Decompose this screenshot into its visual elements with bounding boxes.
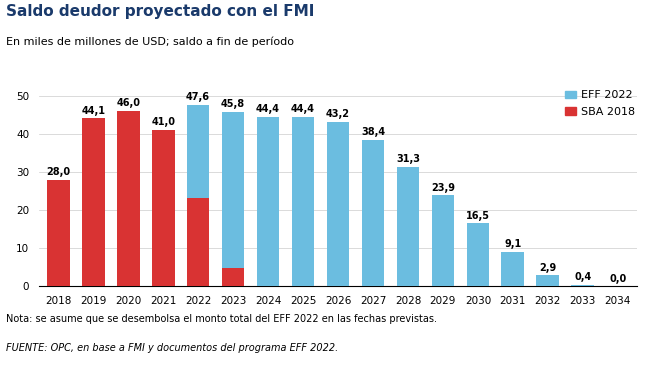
- Text: 28,0: 28,0: [46, 167, 70, 177]
- Text: 43,2: 43,2: [326, 109, 350, 119]
- Text: 16,5: 16,5: [466, 211, 490, 221]
- Bar: [432, 195, 454, 286]
- Bar: [82, 118, 105, 286]
- Bar: [47, 179, 70, 286]
- Text: 9,1: 9,1: [504, 239, 521, 249]
- Bar: [187, 105, 209, 198]
- Text: 44,4: 44,4: [256, 104, 280, 115]
- Text: 31,3: 31,3: [396, 154, 420, 164]
- Bar: [222, 112, 244, 268]
- Text: 41,0: 41,0: [151, 117, 175, 127]
- Text: FUENTE: OPC, en base a FMI y documentos del programa EFF 2022.: FUENTE: OPC, en base a FMI y documentos …: [6, 343, 339, 353]
- Bar: [536, 275, 559, 286]
- Text: 44,1: 44,1: [81, 106, 105, 116]
- Text: 0,0: 0,0: [609, 273, 627, 284]
- Bar: [502, 252, 524, 286]
- Text: 46,0: 46,0: [116, 98, 140, 108]
- Legend: EFF 2022, SBA 2018: EFF 2022, SBA 2018: [565, 90, 635, 117]
- Text: 44,4: 44,4: [291, 104, 315, 115]
- Bar: [222, 268, 244, 286]
- Bar: [292, 117, 315, 286]
- Bar: [117, 111, 140, 286]
- Text: 0,4: 0,4: [574, 272, 592, 282]
- Text: 2,9: 2,9: [540, 262, 556, 273]
- Bar: [396, 167, 419, 286]
- Bar: [152, 130, 174, 286]
- Text: 45,8: 45,8: [221, 99, 245, 109]
- Bar: [361, 140, 384, 286]
- Text: Nota: se asume que se desembolsa el monto total del EFF 2022 en las fechas previ: Nota: se asume que se desembolsa el mont…: [6, 314, 437, 324]
- Bar: [467, 224, 489, 286]
- Bar: [571, 285, 594, 286]
- Text: 23,9: 23,9: [431, 182, 455, 193]
- Bar: [187, 198, 209, 286]
- Text: 38,4: 38,4: [361, 127, 385, 137]
- Text: En miles de millones de USD; saldo a fin de período: En miles de millones de USD; saldo a fin…: [6, 37, 294, 47]
- Text: 47,6: 47,6: [186, 92, 210, 102]
- Text: Saldo deudor proyectado con el FMI: Saldo deudor proyectado con el FMI: [6, 4, 315, 19]
- Bar: [257, 117, 280, 286]
- Bar: [327, 121, 349, 286]
